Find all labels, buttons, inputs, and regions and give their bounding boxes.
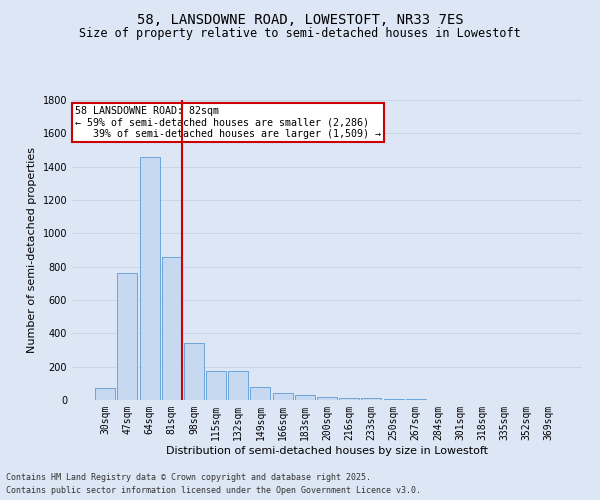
X-axis label: Distribution of semi-detached houses by size in Lowestoft: Distribution of semi-detached houses by … [166, 446, 488, 456]
Text: 58 LANSDOWNE ROAD: 82sqm
← 59% of semi-detached houses are smaller (2,286)
   39: 58 LANSDOWNE ROAD: 82sqm ← 59% of semi-d… [74, 106, 380, 139]
Bar [272, 392, 293, 400]
Text: Contains HM Land Registry data © Crown copyright and database right 2025.: Contains HM Land Registry data © Crown c… [6, 474, 371, 482]
Bar [250, 386, 271, 400]
Bar [317, 396, 337, 400]
Text: Contains public sector information licensed under the Open Government Licence v3: Contains public sector information licen… [6, 486, 421, 495]
Bar [118, 274, 137, 400]
Bar [406, 399, 426, 400]
Y-axis label: Number of semi-detached properties: Number of semi-detached properties [27, 147, 37, 353]
Bar [339, 398, 359, 400]
Bar [140, 156, 160, 400]
Text: 58, LANSDOWNE ROAD, LOWESTOFT, NR33 7ES: 58, LANSDOWNE ROAD, LOWESTOFT, NR33 7ES [137, 12, 463, 26]
Bar [95, 388, 115, 400]
Bar [206, 371, 226, 400]
Bar [361, 398, 382, 400]
Bar [295, 395, 315, 400]
Bar [184, 344, 204, 400]
Bar [228, 371, 248, 400]
Bar [383, 398, 404, 400]
Text: Size of property relative to semi-detached houses in Lowestoft: Size of property relative to semi-detach… [79, 28, 521, 40]
Bar [162, 256, 182, 400]
